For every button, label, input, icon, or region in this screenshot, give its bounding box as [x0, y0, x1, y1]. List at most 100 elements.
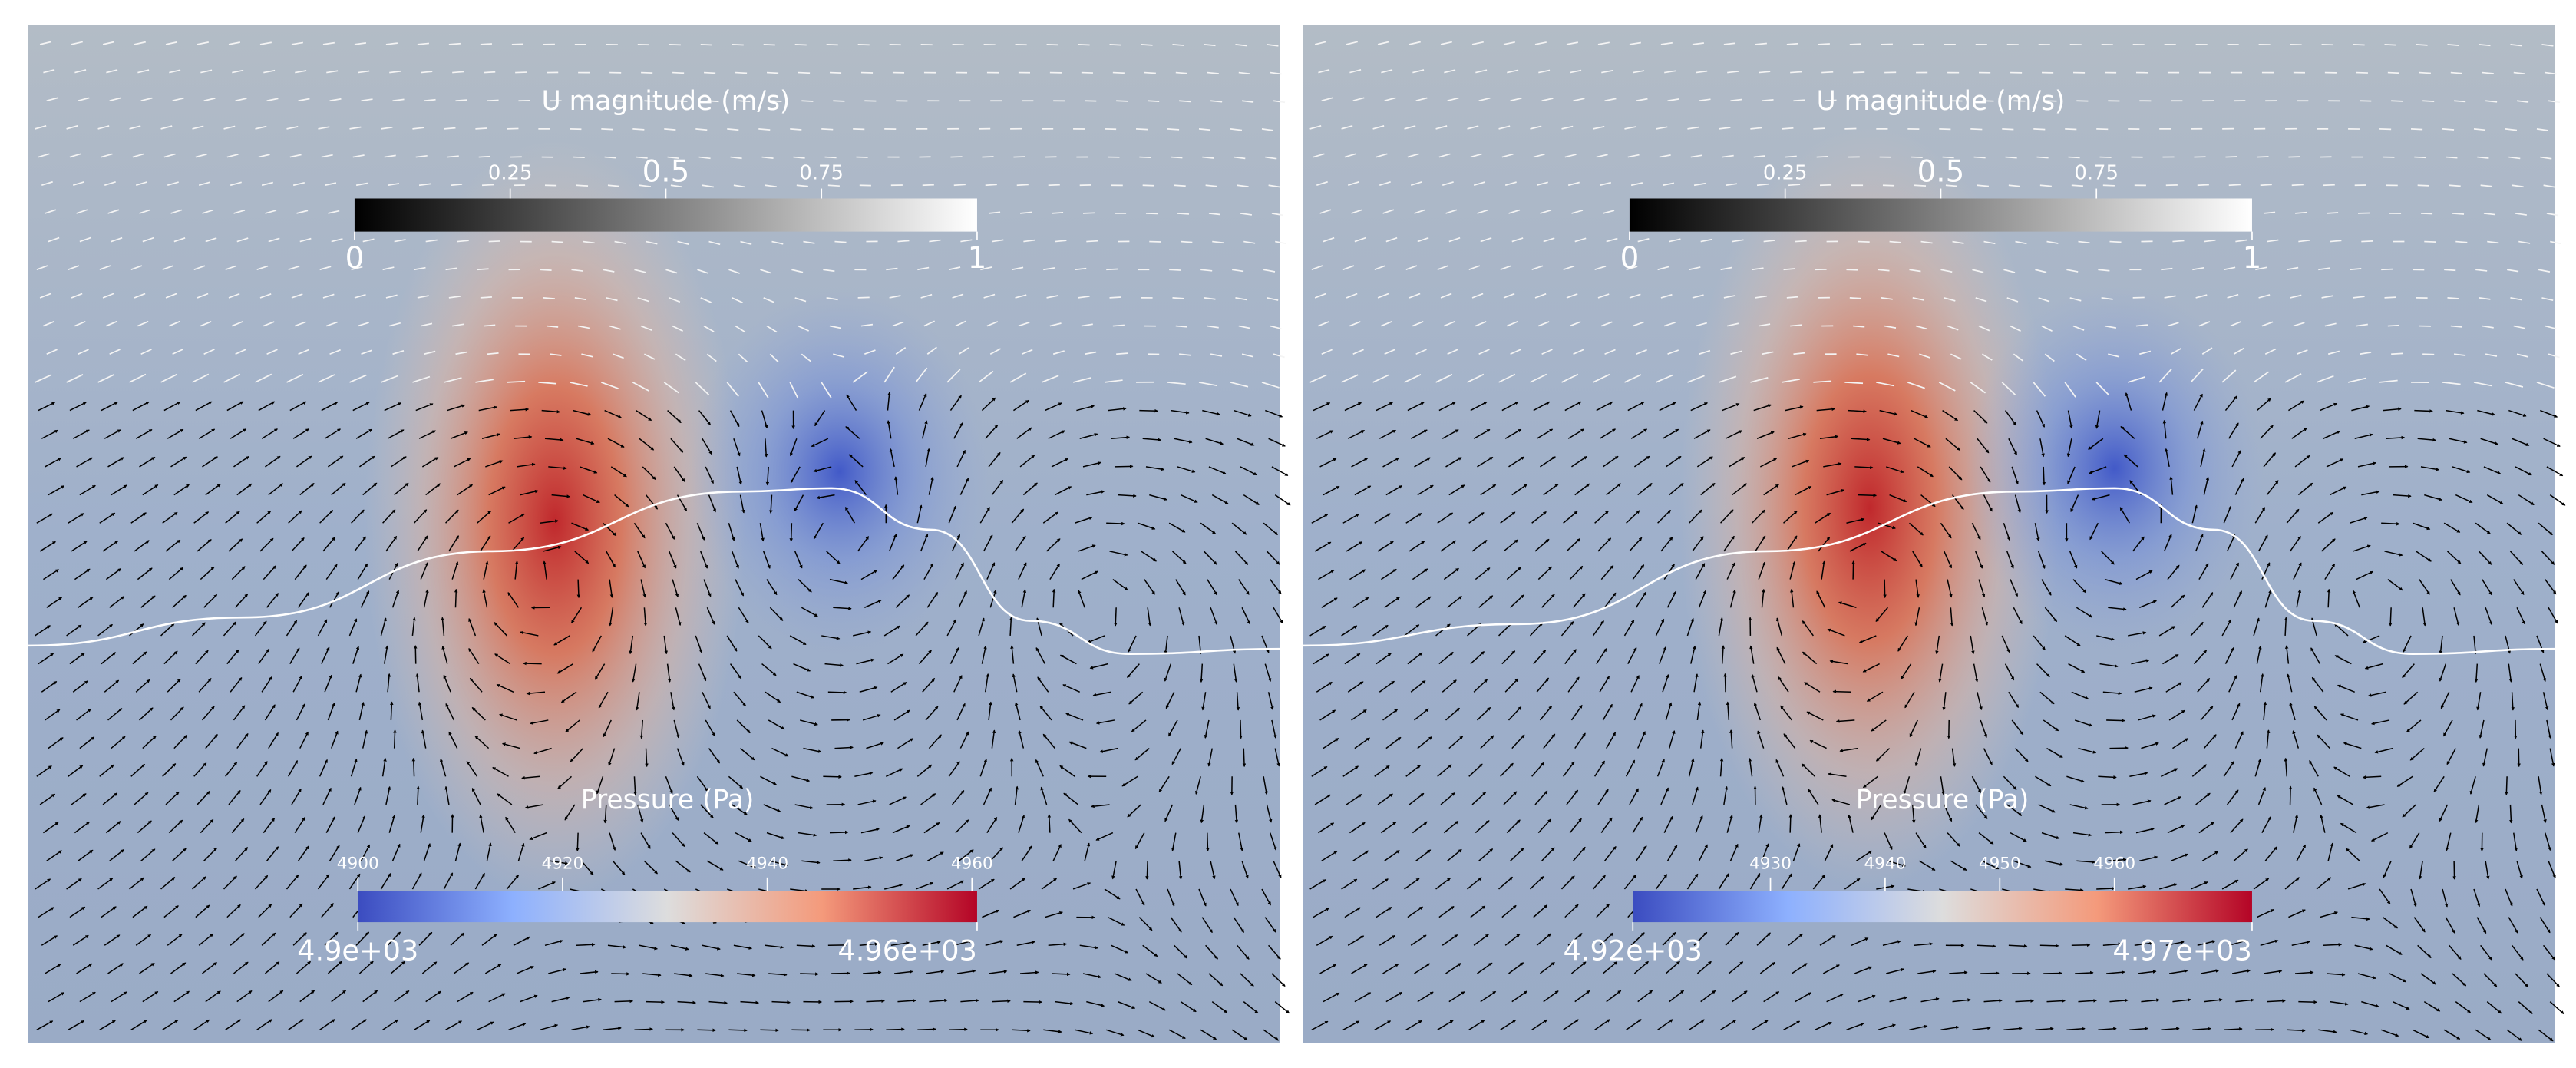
- arrow: [1081, 570, 1098, 580]
- arrow: [258, 401, 276, 412]
- arrow: [106, 320, 117, 327]
- arrow: [1270, 325, 1282, 330]
- arrow: [761, 156, 774, 159]
- arrow: [1858, 240, 1870, 243]
- range-label: 1: [968, 241, 987, 276]
- arrow: [740, 240, 752, 246]
- arrow: [352, 646, 360, 664]
- arrow: [258, 154, 270, 158]
- arrow: [1243, 494, 1260, 505]
- arrow: [165, 539, 181, 552]
- arrow: [1108, 407, 1127, 412]
- arrow: [604, 409, 623, 418]
- arrow: [956, 449, 966, 468]
- arrow: [794, 551, 803, 569]
- arrow: [1238, 579, 1250, 595]
- tick-label: 4930: [1749, 855, 1792, 874]
- arrow: [1111, 435, 1131, 440]
- arrow: [352, 154, 365, 158]
- arrow: [160, 623, 175, 637]
- arrow: [169, 69, 181, 74]
- arrow: [172, 349, 183, 355]
- arrow: [548, 466, 567, 470]
- arrow: [263, 321, 275, 327]
- arrow: [481, 433, 500, 439]
- arrow: [200, 567, 215, 580]
- arrow: [1112, 578, 1128, 591]
- arrow: [708, 494, 716, 513]
- arrow: [254, 620, 267, 637]
- arrow: [706, 607, 715, 625]
- arrow: [225, 511, 240, 524]
- arrow: [983, 534, 993, 552]
- arrow: [111, 484, 127, 496]
- arrow: [236, 237, 249, 243]
- arrow: [228, 293, 240, 299]
- arrow: [2387, 71, 2399, 74]
- arrow: [1208, 466, 1227, 474]
- arrow: [134, 540, 150, 552]
- arrow: [1179, 353, 1191, 356]
- arrow: [732, 297, 743, 303]
- arrow: [268, 483, 283, 496]
- arrow: [926, 591, 939, 608]
- arrow: [574, 551, 590, 564]
- arrow: [553, 635, 570, 646]
- arrow: [223, 373, 241, 383]
- arrow: [609, 579, 614, 598]
- arrow: [445, 509, 459, 524]
- arrow: [139, 456, 156, 468]
- arrow: [97, 623, 113, 637]
- arrow: [1144, 71, 1156, 74]
- arrow: [1041, 375, 1059, 383]
- arrow: [2509, 804, 2513, 824]
- arrow: [583, 494, 600, 504]
- arrow: [592, 635, 602, 653]
- low-pressure-region: [1965, 286, 2264, 651]
- arrow: [231, 566, 246, 580]
- arrow: [1267, 297, 1279, 301]
- arrow: [958, 590, 967, 608]
- range-label: 1: [2243, 241, 2262, 276]
- arrow: [1167, 128, 1180, 131]
- arrow: [803, 240, 815, 244]
- arrow: [763, 297, 774, 303]
- arrow: [255, 373, 272, 383]
- arrow: [513, 435, 533, 440]
- arrow: [99, 265, 111, 271]
- arrow: [261, 428, 278, 439]
- arrow: [636, 156, 648, 159]
- arrow: [389, 70, 401, 74]
- arrow: [1230, 382, 1249, 388]
- arrow: [1109, 296, 1121, 299]
- arrow: [708, 240, 721, 246]
- arrow: [286, 126, 299, 130]
- arrow: [235, 594, 249, 608]
- arrow: [259, 293, 272, 299]
- arrow: [321, 154, 333, 158]
- arrow: [1849, 297, 1861, 299]
- arrow: [382, 509, 396, 524]
- arrow: [165, 293, 177, 299]
- arrow: [844, 507, 855, 524]
- arrow: [457, 240, 469, 243]
- arrow: [195, 650, 209, 665]
- arrow: [1261, 128, 1274, 131]
- arrow: [866, 999, 885, 1003]
- arrow: [322, 293, 335, 299]
- arrow: [104, 429, 121, 439]
- arrow: [1210, 353, 1223, 357]
- arrow: [594, 663, 606, 680]
- arrow: [601, 382, 619, 389]
- arrow: [789, 523, 794, 542]
- arrow: [726, 635, 738, 652]
- arrow: [2065, 128, 2077, 131]
- arrow: [706, 353, 717, 362]
- arrow: [205, 484, 221, 496]
- arrow: [1973, 156, 1986, 159]
- arrow: [821, 635, 841, 640]
- arrow: [38, 653, 54, 665]
- arrow: [68, 513, 84, 524]
- tick-label: 0.75: [2074, 162, 2119, 185]
- arrow: [135, 428, 153, 439]
